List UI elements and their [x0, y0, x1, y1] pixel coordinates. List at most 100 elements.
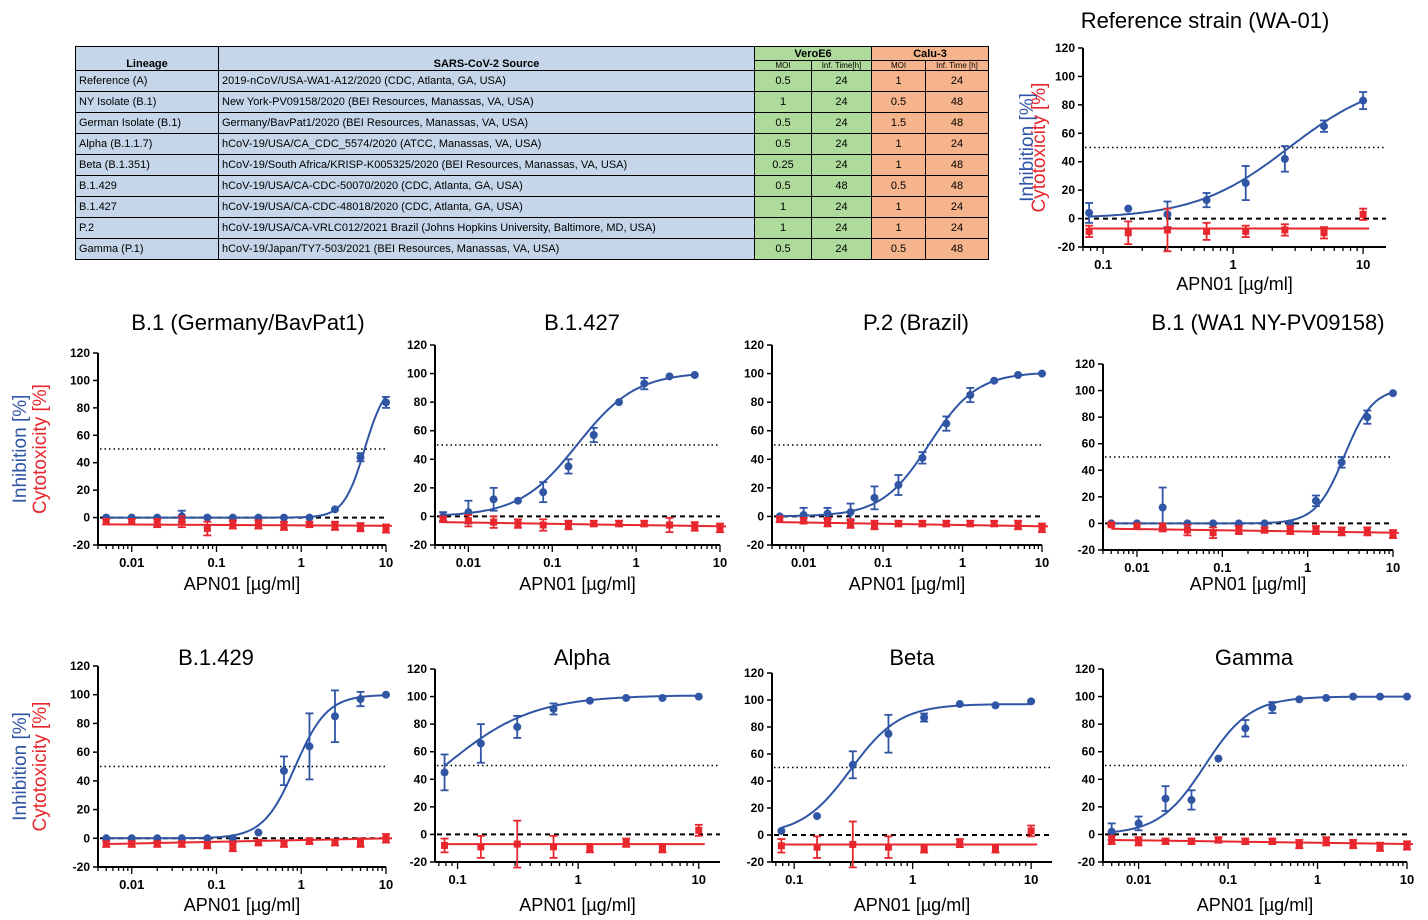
cytotoxicity-point — [1389, 530, 1397, 538]
inhibition-point — [966, 391, 975, 399]
cell-source: hCoV-19/USA/CA-VRLC012/2021 Brazil (John… — [218, 217, 755, 239]
cell-calu-time: 24 — [925, 133, 989, 155]
cytotoxicity-point — [305, 837, 313, 845]
y-tick-label: 60 — [1062, 126, 1076, 140]
cytotoxicity-fit-line — [779, 521, 1049, 528]
x-tick-label: 10 — [1024, 872, 1038, 887]
y-tick-label: 60 — [414, 424, 428, 438]
cytotoxicity-point — [966, 520, 974, 528]
cytotoxicity-point — [102, 840, 110, 848]
cytotoxicity-point — [1203, 227, 1211, 235]
cell-source: hCoV-19/USA/CA_CDC_5574/2020 (ATCC, Mana… — [218, 133, 755, 155]
cytotoxicity-point — [1295, 840, 1303, 848]
x-tick-label: 0.1 — [207, 877, 225, 892]
y-tick-label: 0 — [757, 828, 764, 842]
cytotoxicity-fit-line — [1111, 838, 1414, 846]
chart-b1-wa1-ny: B.1 (WA1 NY-PV09158) -20 0 20 40 60 80 100 120 0.… — [1075, 310, 1400, 594]
inhibition-point — [1280, 154, 1289, 163]
inhibition-point — [440, 768, 449, 777]
y-tick-label: -20 — [73, 538, 91, 552]
y-tick-label: 120 — [70, 659, 90, 673]
y-tick-label: -20 — [747, 538, 765, 552]
cytotoxicity-point — [586, 844, 594, 852]
cytotoxicity-point — [920, 845, 928, 852]
y-tick-label: 40 — [751, 452, 765, 466]
y-tick-label: -20 — [1058, 240, 1076, 254]
cytotoxicity-point — [1363, 527, 1371, 535]
inhibition-point — [539, 488, 548, 497]
y-tick-label: 40 — [77, 456, 91, 470]
x-axis-label: APN01 [µg/ml] — [184, 895, 300, 915]
cell-vero-time: 24 — [811, 133, 872, 155]
inhibition-point — [918, 453, 927, 462]
chart-title: B.1.429 — [178, 645, 254, 670]
cytotoxicity-point — [666, 521, 674, 529]
inhibition-point — [694, 692, 703, 701]
cell-calu-moi: 1 — [871, 154, 926, 176]
table-row: Beta (B.1.351) hCoV-19/South Africa/KRISP… — [75, 154, 989, 176]
y-tick-label: 80 — [1082, 717, 1096, 731]
inhibition-point — [549, 704, 558, 713]
cytotoxicity-point — [1162, 837, 1170, 845]
inhibition-point — [955, 700, 964, 709]
inhibition-point — [1158, 503, 1167, 512]
inhibition-point — [665, 372, 674, 381]
chart-p2-brazil: P.2 (Brazil) -20 0 20 40 60 80 100 120 0.01 0.1 1 10… — [744, 310, 1049, 594]
table-row: Reference (A) 2019-nCoV/USA-WA1-A12/2020 … — [75, 70, 989, 92]
x-tick-label: 1 — [1230, 257, 1237, 272]
cell-source: Germany/BavPat1/2020 (BEI Resources, Man… — [218, 112, 755, 134]
cytotoxicity-fit-line — [106, 523, 393, 527]
inhibition-point — [1389, 389, 1397, 398]
cytotoxicity-point — [1261, 526, 1269, 534]
cell-calu-time: 48 — [925, 91, 989, 113]
inhibition-point — [1187, 795, 1196, 804]
cell-vero-moi: 0.5 — [754, 133, 812, 155]
y-tick-label: 80 — [1062, 98, 1076, 112]
cell-vero-time: 24 — [811, 217, 872, 239]
inhibition-fit-curve — [443, 694, 699, 767]
cytotoxicity-point — [918, 520, 926, 528]
cell-lineage: Reference (A) — [75, 70, 219, 92]
inhibition-point — [813, 812, 822, 821]
x-tick-label: 10 — [379, 877, 393, 892]
y-tick-label: 60 — [751, 424, 765, 438]
cytotoxicity-point — [513, 840, 521, 848]
inhibition-point — [589, 431, 598, 439]
cytotoxicity-point — [280, 840, 288, 848]
header-source: SARS-CoV-2 Source — [218, 46, 755, 71]
cytotoxicity-fit-line — [443, 521, 727, 528]
y-tick-label: 40 — [1082, 463, 1096, 477]
cytotoxicity-point — [550, 843, 558, 851]
cytotoxicity-point — [441, 841, 449, 849]
inhibition-point — [564, 462, 573, 471]
inhibition-point — [382, 398, 390, 407]
y-tick-label: 80 — [77, 716, 91, 730]
y-tick-label: 40 — [414, 772, 428, 786]
header-calu-moi: MOI — [871, 60, 926, 71]
cytotoxicity-point — [1085, 227, 1093, 235]
cytotoxicity-fit-line — [1111, 527, 1400, 534]
x-axis-label: APN01 [µg/ml] — [854, 895, 970, 915]
cytotoxicity-point — [1403, 841, 1411, 849]
cell-vero-time: 24 — [811, 112, 872, 134]
cytotoxicity-point — [1133, 522, 1141, 530]
y-tick-label: 100 — [1075, 690, 1095, 704]
inhibition-point — [513, 496, 522, 505]
x-tick-label: 1 — [633, 555, 640, 570]
table-body: Reference (A) 2019-nCoV/USA-WA1-A12/2020 … — [75, 70, 989, 260]
chart-gamma: Gamma -20 0 20 40 60 80 100 120 0.01 0.1 1 10 APN01 [… — [1075, 645, 1414, 915]
y-tick-label: 100 — [1055, 69, 1075, 83]
inhibition-point — [513, 722, 522, 731]
y-tick-label: 100 — [70, 373, 90, 387]
cell-calu-time: 48 — [925, 238, 989, 260]
cell-vero-time: 48 — [811, 175, 872, 197]
cytotoxicity-point — [102, 518, 110, 526]
y-tick-label: 0 — [757, 509, 764, 523]
chart-title: Alpha — [554, 645, 611, 670]
x-tick-label: 0.1 — [207, 555, 225, 570]
inhibition-fit-curve — [106, 395, 387, 519]
cytotoxicity-point — [847, 520, 855, 528]
x-tick-label: 0.1 — [449, 872, 467, 887]
y-tick-label: 120 — [744, 666, 764, 680]
table-row: Alpha (B.1.1.7) hCoV-19/USA/CA_CDC_5574/2… — [75, 133, 989, 155]
